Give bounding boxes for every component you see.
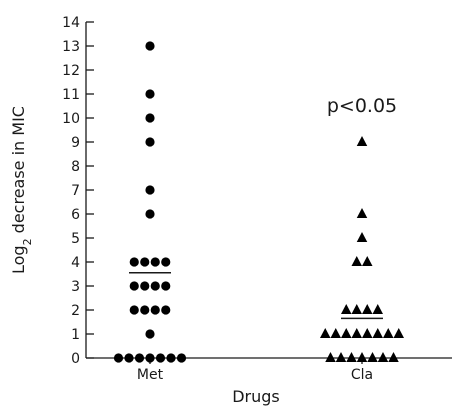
- y-tick-label: 12: [62, 63, 80, 79]
- data-point-triangle: [346, 352, 357, 362]
- y-tick-label: 13: [62, 39, 80, 55]
- data-point-circle: [124, 353, 134, 363]
- y-tick-label: 11: [62, 87, 80, 103]
- x-axis-title: Drugs: [232, 387, 280, 406]
- data-point-circle: [161, 281, 171, 291]
- mean-lines: [129, 272, 383, 320]
- data-point-triangle: [351, 328, 362, 338]
- data-point-circle: [155, 353, 166, 363]
- data-point-circle: [150, 281, 160, 291]
- data-point-triangle: [393, 328, 404, 338]
- x-tick-label: Cla: [351, 367, 373, 383]
- data-point-circle: [145, 113, 155, 123]
- p-value-annotation: p<0.05: [327, 95, 397, 117]
- data-point-circle: [145, 353, 155, 363]
- data-point-circle: [145, 185, 155, 195]
- data-point-triangle: [356, 232, 368, 242]
- data-point-triangle: [372, 328, 383, 338]
- data-point-circle: [150, 305, 160, 315]
- data-point-circle: [134, 353, 145, 363]
- x-tick-label: Met: [137, 367, 164, 383]
- data-point-circle: [113, 353, 124, 363]
- data-point-circle: [140, 305, 150, 315]
- data-point-circle: [161, 305, 171, 315]
- data-point-circle: [129, 257, 139, 267]
- data-point-triangle: [335, 352, 347, 362]
- data-point-triangle: [341, 304, 352, 314]
- data-point-circle: [129, 305, 139, 315]
- data-point-triangle: [356, 136, 368, 146]
- data-point-triangle: [325, 352, 336, 362]
- data-point-triangle: [383, 328, 394, 338]
- data-point-triangle: [341, 328, 352, 338]
- data-point-circle: [129, 281, 139, 291]
- data-point-triangle: [362, 304, 373, 314]
- y-tick-label: 4: [71, 255, 80, 271]
- y-axis-title-subscript: 2: [21, 238, 34, 245]
- data-point-circle: [145, 137, 155, 147]
- data-point-circle: [150, 257, 160, 267]
- data-point-circle: [140, 281, 150, 291]
- data-point-triangle: [330, 328, 341, 338]
- data-point-triangle: [367, 352, 378, 362]
- y-tick-label: 6: [71, 207, 80, 223]
- data-point-triangle: [351, 304, 362, 314]
- y-tick-label: 10: [62, 111, 80, 127]
- data-point-triangle: [356, 352, 368, 362]
- y-tick-label: 9: [71, 135, 80, 151]
- data-point-circle: [145, 329, 155, 339]
- data-point-triangle: [372, 304, 383, 314]
- y-axis-title: Log2 decrease in MIC: [9, 106, 34, 274]
- y-axis-title-main: Log: [9, 245, 28, 274]
- data-point-triangle: [377, 352, 389, 362]
- y-tick-label: 0: [71, 351, 80, 367]
- data-point-circle: [145, 89, 155, 99]
- data-point-triangle: [388, 352, 399, 362]
- data-point-circle: [166, 353, 176, 363]
- data-point-circle: [140, 257, 150, 267]
- data-point-triangle: [320, 328, 331, 338]
- y-tick-label: 3: [71, 279, 80, 295]
- y-tick-label: 14: [62, 15, 80, 31]
- data-point-circle: [145, 209, 155, 219]
- data-points: [113, 41, 404, 363]
- y-tick-label: 7: [71, 183, 80, 199]
- data-point-triangle: [362, 256, 373, 266]
- y-axis-title-rest: decrease in MIC: [9, 106, 28, 238]
- y-tick-label: 8: [71, 159, 80, 175]
- y-tick-label: 1: [71, 327, 80, 343]
- data-point-circle: [145, 41, 155, 51]
- y-tick-label: 5: [71, 231, 80, 247]
- data-point-triangle: [351, 256, 362, 266]
- data-point-circle: [161, 257, 171, 267]
- y-tick-label: 2: [71, 303, 80, 319]
- data-point-triangle: [356, 208, 368, 218]
- data-point-circle: [176, 353, 187, 363]
- data-point-triangle: [362, 328, 373, 338]
